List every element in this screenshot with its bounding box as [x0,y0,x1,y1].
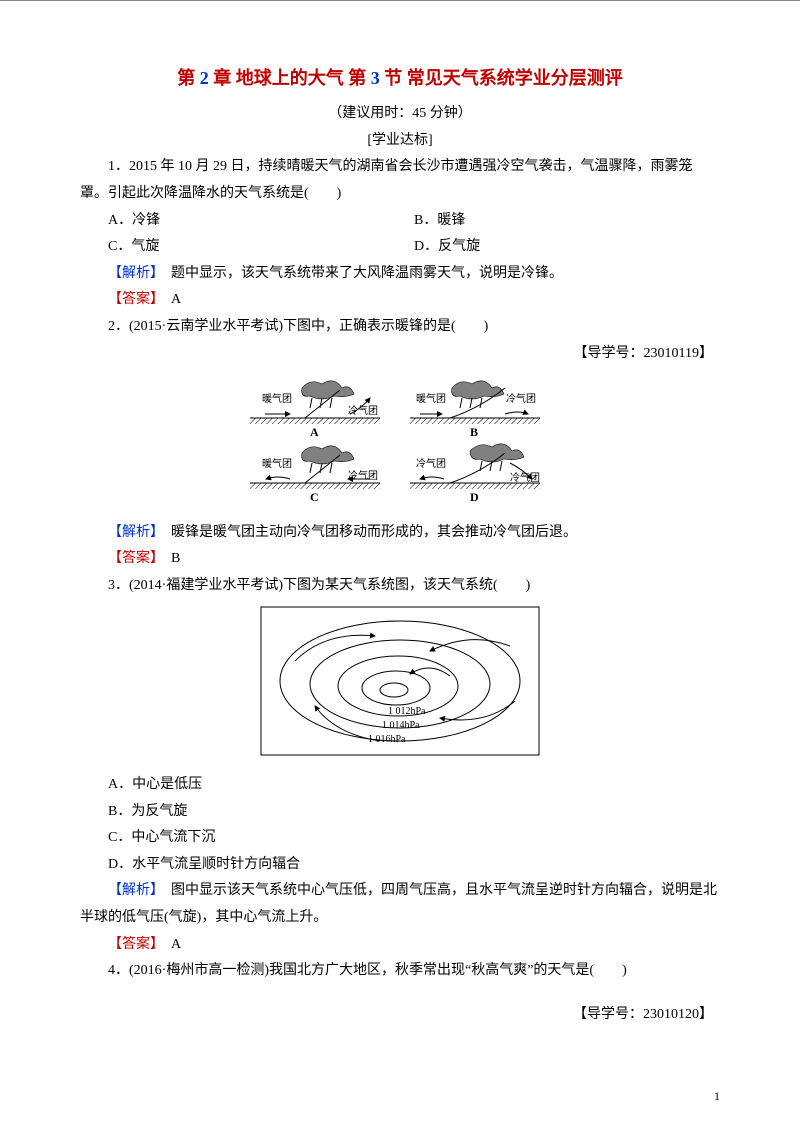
panel-d-label: D [470,490,479,503]
q3-text: 3．(2014·福建学业水平考试)下图为某天气系统图，该天气系统( ) [80,573,720,600]
cold-label: 冷气团 [348,404,378,417]
title-chapter-suffix: 章 [209,68,232,88]
subtitle: （建议用时：45 分钟） [80,101,720,128]
q3-opt-b: B．为反气旋 [80,799,720,826]
warm-label: 暖气团 [262,392,292,405]
fronts-diagram-icon: 暖气团 冷气团 A 暖气团 冷气团 B [240,373,560,503]
q2-guide: 【导学号：23010119】 [80,341,720,368]
q2-text: 2．(2015·云南学业水平考试)下图中，正确表示暖锋的是( ) [80,314,720,341]
title-seg2: 常见天气系统学业分层测评 [402,68,623,88]
title-section-prefix: 第 [348,68,371,88]
answer-label: 【答案】 [108,551,157,566]
panel-a-label: A [310,425,319,439]
section-label: [学业达标] [80,128,720,155]
title-section-suffix: 节 [380,68,403,88]
answer-label: 【答案】 [108,937,157,952]
cold-label: 冷气团 [348,469,378,482]
q3-answer: 【答案】 A [80,932,720,959]
q3-analysis: 【解析】 图中显示该天气系统中心气压低，四周气压高，且水平气流呈逆时针方向辐合，… [80,878,720,931]
q4-text: 4．(2016·梅州市高一检测)我国北方广大地区，秋季常出现“秋高气爽”的天气是… [80,958,720,985]
analysis-label: 【解析】 [108,883,157,898]
isobar-1012-label: 1 012hPa [388,706,426,717]
cold-label: 冷气团 [510,471,540,484]
cold-label: 冷气团 [416,457,446,470]
panel-c-label: C [310,490,319,503]
cold-label: 冷气团 [506,392,536,405]
q3-opt-d: D．水平气流呈顺时针方向辐合 [80,852,720,879]
q3-opt-c: C．中心气流下沉 [80,825,720,852]
q1-options-row1: A．冷锋 B．暖锋 [80,208,720,235]
analysis-label: 【解析】 [108,266,157,281]
title-section-num: 3 [371,68,380,88]
q1-options-row2: C．气旋 D．反气旋 [80,234,720,261]
q1-answer-text: A [157,292,181,307]
q1-opt-b: B．暖锋 [414,208,720,235]
q2-analysis: 【解析】 暖锋是暖气团主动向冷气团移动而形成的，其会推动冷气团后退。 [80,520,720,547]
q3-figure: 1 012hPa 1 014hPa 1 016hPa [80,606,720,767]
q2-answer-text: B [157,551,180,566]
q1-analysis: 【解析】 题中显示，该天气系统带来了大风降温雨雾天气，说明是冷锋。 [80,261,720,288]
title-chapter-prefix: 第 [177,68,200,88]
isobar-1016-label: 1 016hPa [368,734,406,745]
q2-analysis-text: 暖锋是暖气团主动向冷气团移动而形成的，其会推动冷气团后退。 [157,525,577,540]
q2-figure: 暖气团 冷气团 A 暖气团 冷气团 B [80,373,720,514]
analysis-label: 【解析】 [108,525,157,540]
q1-opt-c: C．气旋 [108,234,414,261]
q1-answer: 【答案】 A [80,287,720,314]
cyclone-diagram-icon: 1 012hPa 1 014hPa 1 016hPa [260,606,540,756]
q1-opt-d: D．反气旋 [414,234,720,261]
q2-answer: 【答案】 B [80,546,720,573]
q4-guide: 【导学号：23010120】 [80,1002,720,1029]
warm-label: 暖气团 [262,457,292,470]
panel-b-label: B [470,425,478,439]
q3-answer-text: A [157,937,181,952]
answer-label: 【答案】 [108,292,157,307]
title-chapter-num: 2 [200,68,209,88]
q1-analysis-text: 题中显示，该天气系统带来了大风降温雨雾天气，说明是冷锋。 [157,266,563,281]
q3-opt-a: A．中心是低压 [80,772,720,799]
warm-label: 暖气团 [416,392,446,405]
title-seg1: 地球上的大气 [231,68,348,88]
page-title: 第 2 章 地球上的大气 第 3 节 常见天气系统学业分层测评 [80,61,720,95]
q3-analysis-text: 图中显示该天气系统中心气压低，四周气压高，且水平气流呈逆时针方向辐合，说明是北半… [80,883,717,925]
q1-text: 1．2015 年 10 月 29 日，持续晴暖天气的湖南省会长沙市遭遇强冷空气袭… [80,154,720,207]
page-number: 1 [714,1085,720,1108]
q1-opt-a: A．冷锋 [108,208,414,235]
isobar-1014-label: 1 014hPa [382,720,420,731]
